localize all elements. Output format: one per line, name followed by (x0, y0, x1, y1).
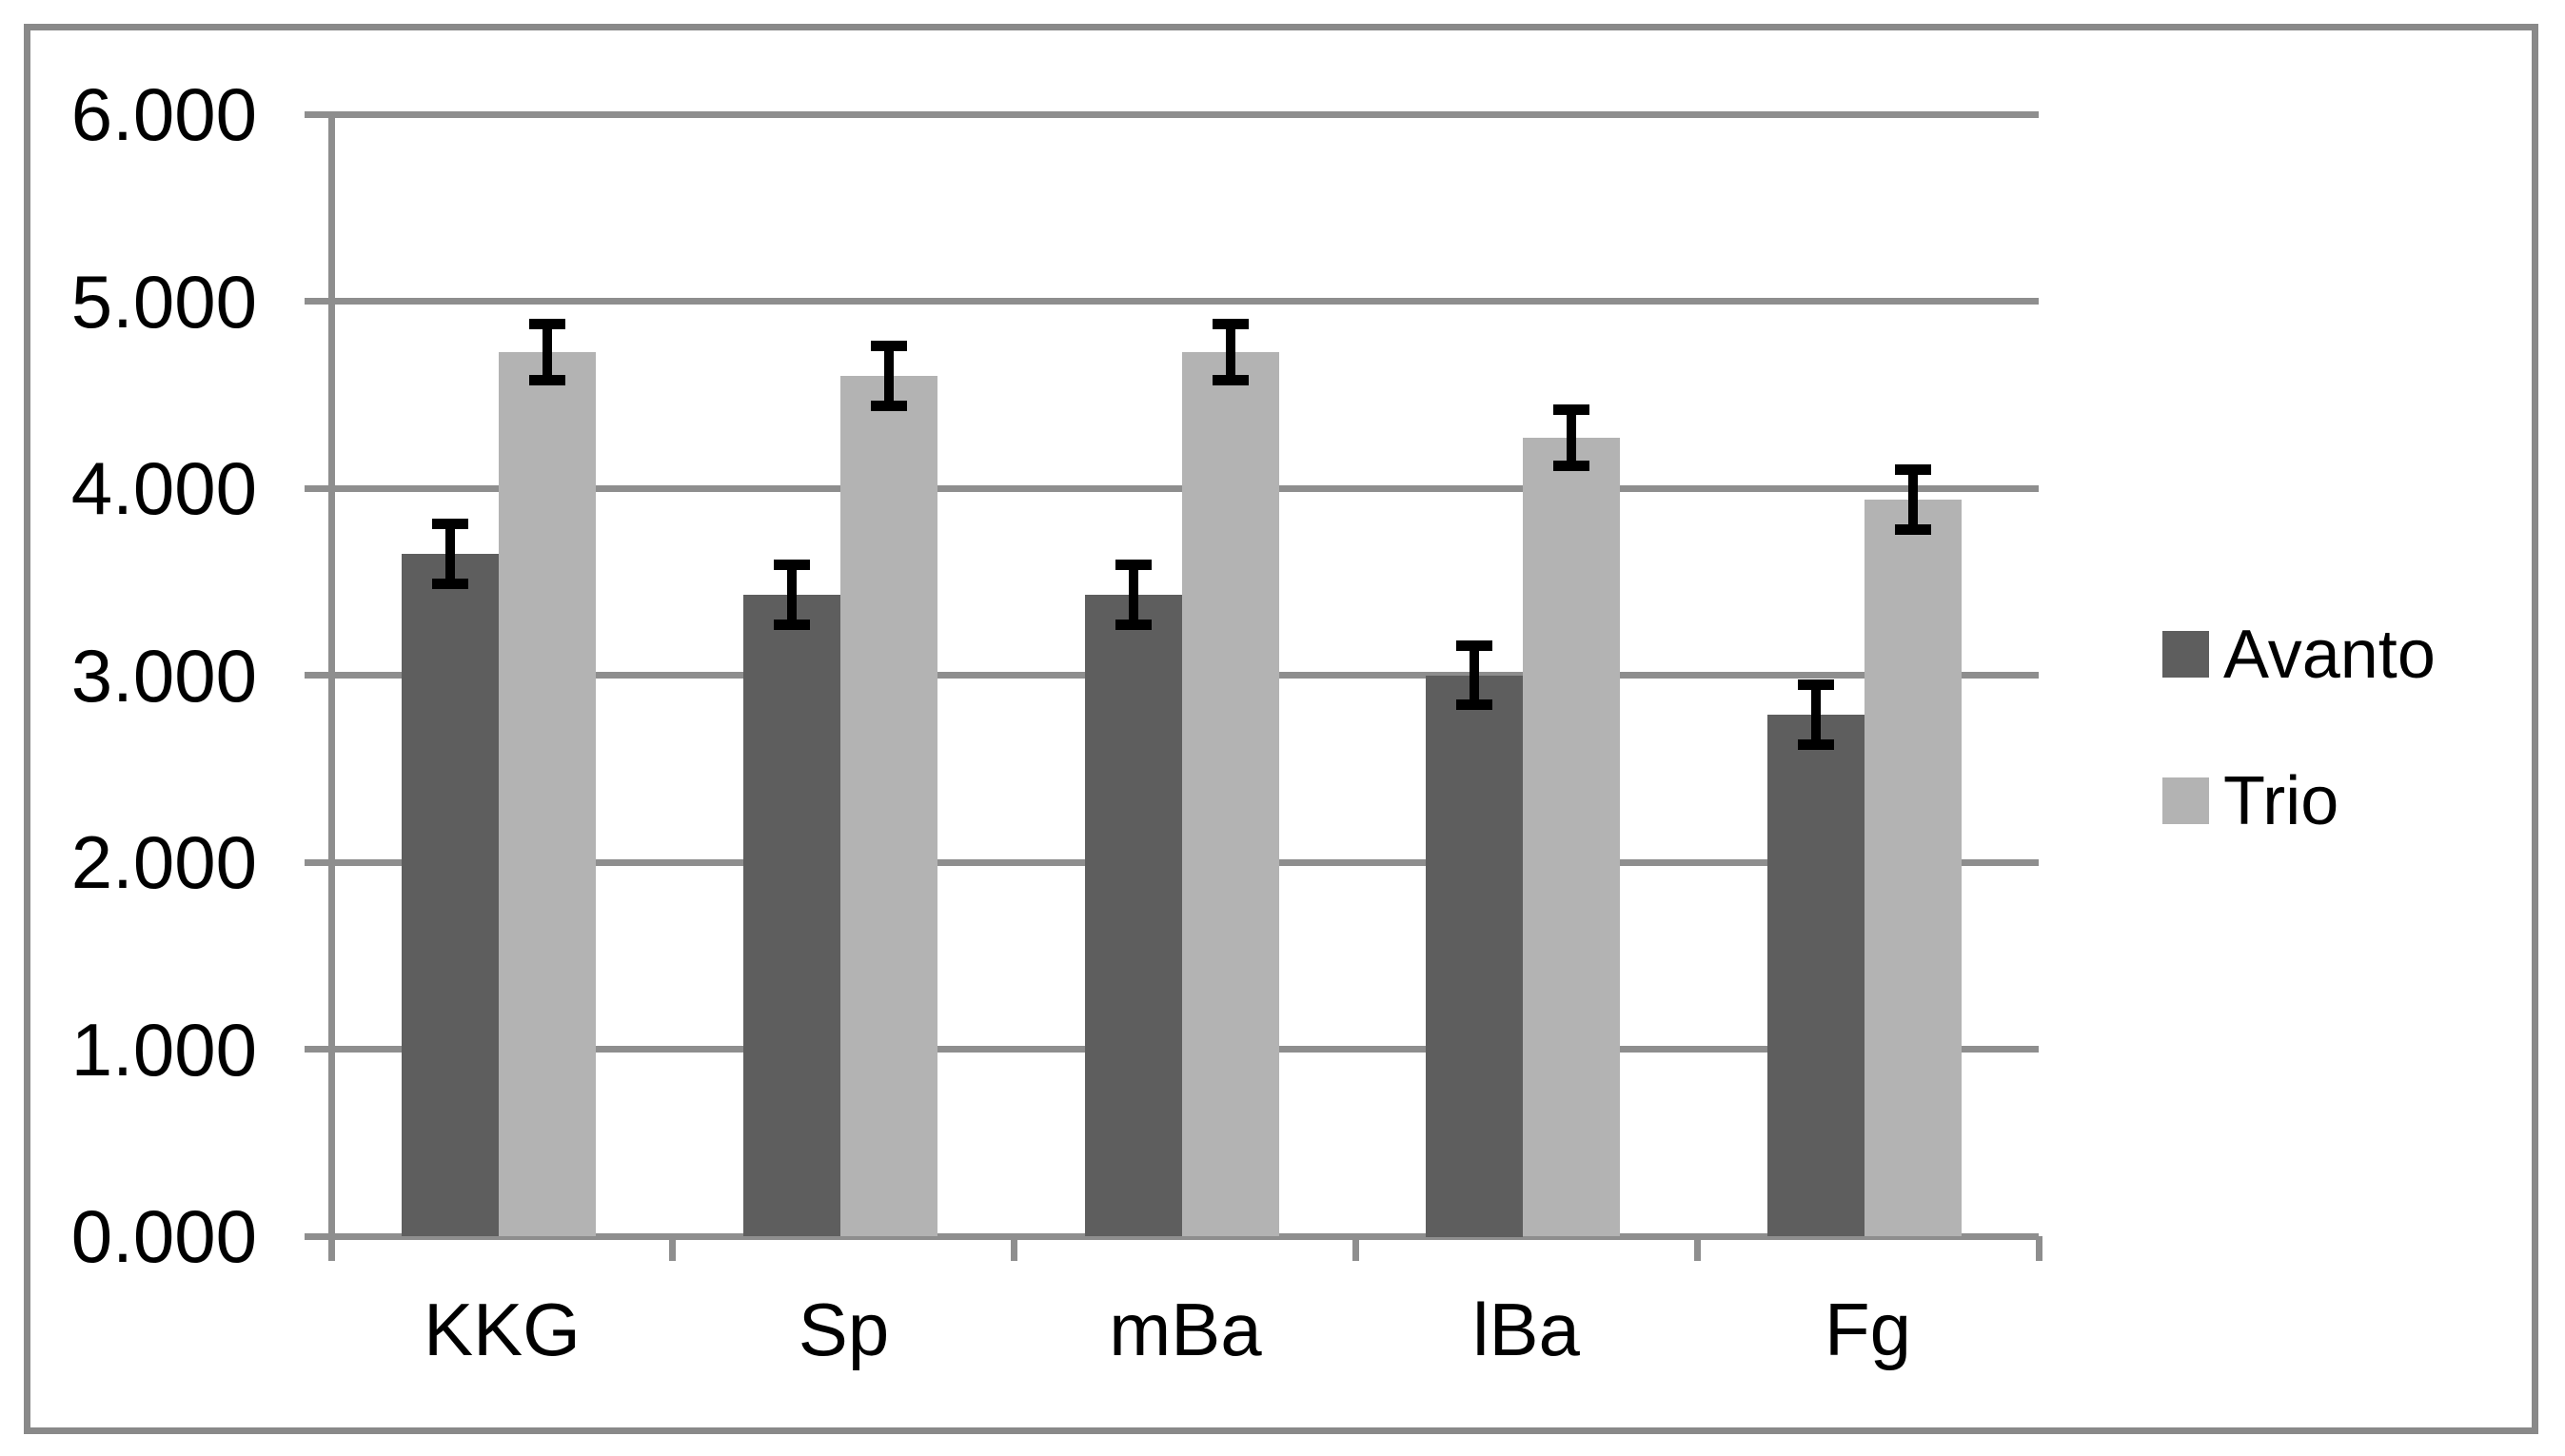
error-bar-cap-top (774, 560, 810, 570)
error-bar-cap-top (1115, 560, 1152, 570)
x-category-label-sp: Sp (798, 1288, 890, 1371)
bar-trio-fg (1865, 500, 1962, 1236)
y-axis-tick (305, 485, 331, 492)
error-bar-stem (1470, 645, 1479, 705)
y-gridline (331, 111, 2039, 118)
error-bar-stem (884, 346, 894, 406)
y-tick-label: 5.000 (70, 260, 257, 344)
y-axis-tick (305, 1046, 331, 1053)
error-bar-stem (543, 324, 552, 380)
y-tick-label: 2.000 (70, 820, 257, 904)
x-axis-tick (1352, 1236, 1359, 1261)
error-bar-cap-top (432, 519, 468, 529)
bar-avanto-kkg (402, 554, 499, 1236)
y-tick-label: 0.000 (70, 1194, 257, 1278)
x-category-label-fg: Fg (1824, 1288, 1912, 1371)
x-category-label-mba: mBa (1109, 1288, 1262, 1371)
legend-label-avanto: Avanto (2223, 617, 2436, 693)
error-bar-cap-top (1798, 679, 1834, 690)
y-axis-tick (305, 859, 331, 866)
y-tick-label: 3.000 (70, 634, 257, 718)
bar-avanto-fg (1767, 715, 1865, 1236)
x-axis-tick (1694, 1236, 1701, 1261)
x-category-label-lba: lBa (1472, 1288, 1580, 1371)
x-axis-tick (328, 1236, 335, 1261)
y-axis-tick (305, 111, 331, 118)
x-category-label-kkg: KKG (424, 1288, 581, 1371)
error-bar-cap-bottom (529, 375, 565, 385)
error-bar-stem (1811, 684, 1821, 744)
y-tick-label: 6.000 (70, 72, 257, 156)
error-bar-cap-top (529, 319, 565, 329)
legend-swatch-avanto (2162, 631, 2209, 678)
error-bar-cap-bottom (1115, 620, 1152, 630)
error-bar-stem (1908, 469, 1918, 529)
error-bar-cap-top (1456, 640, 1492, 651)
y-tick-label: 4.000 (70, 446, 257, 530)
x-axis-line (331, 1233, 2039, 1240)
error-bar-cap-bottom (1895, 524, 1931, 535)
y-axis-tick (305, 298, 331, 305)
bar-trio-sp (840, 376, 937, 1236)
error-bar-cap-bottom (1456, 699, 1492, 710)
error-bar-cap-top (871, 341, 907, 351)
error-bar-stem (787, 565, 797, 625)
x-axis-tick (2036, 1236, 2042, 1261)
bar-trio-mba (1182, 352, 1279, 1236)
y-axis-line (328, 111, 335, 1250)
bar-avanto-mba (1085, 595, 1182, 1236)
bar-trio-kkg (499, 352, 596, 1236)
error-bar-cap-bottom (774, 620, 810, 630)
error-bar-cap-top (1213, 319, 1249, 329)
error-bar-stem (1129, 565, 1138, 625)
error-bar-stem (1226, 324, 1235, 380)
x-axis-tick (669, 1236, 676, 1261)
y-gridline (331, 298, 2039, 305)
y-axis-tick (305, 1233, 331, 1240)
y-axis-tick (305, 672, 331, 679)
legend-label-trio: Trio (2223, 763, 2339, 839)
error-bar-stem (1567, 409, 1576, 465)
bar-avanto-sp (743, 595, 840, 1236)
error-bar-cap-bottom (871, 401, 907, 411)
error-bar-stem (445, 523, 455, 583)
error-bar-cap-bottom (432, 579, 468, 589)
error-bar-cap-top (1553, 404, 1589, 415)
bar-trio-lba (1523, 438, 1620, 1236)
legend-swatch-trio (2162, 777, 2209, 824)
bar-avanto-lba (1426, 676, 1523, 1237)
y-tick-label: 1.000 (70, 1008, 257, 1092)
error-bar-cap-bottom (1553, 461, 1589, 471)
error-bar-cap-top (1895, 464, 1931, 475)
x-axis-tick (1011, 1236, 1017, 1261)
error-bar-cap-bottom (1798, 739, 1834, 750)
chart-outer-frame (24, 24, 2538, 1434)
error-bar-cap-bottom (1213, 375, 1249, 385)
